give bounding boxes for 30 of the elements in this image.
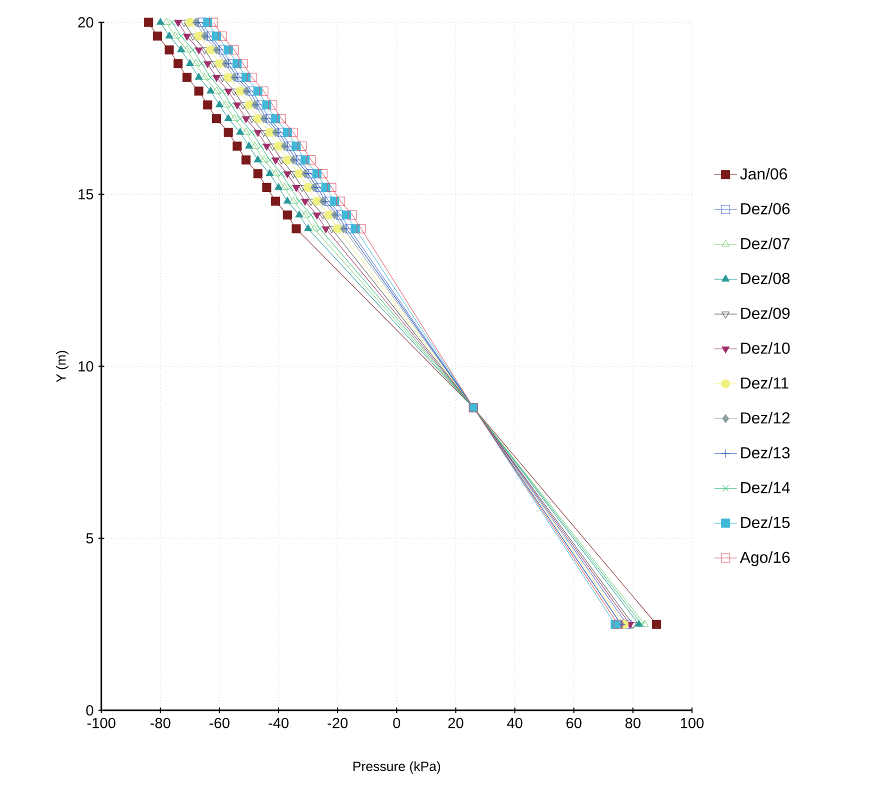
x-tick-label: -80 [150,718,170,728]
legend-label: Dez/13 [741,446,790,458]
x-tick-label: 60 [566,718,582,728]
legend-label: Dez/12 [741,412,790,424]
y-tick-label: 10 [78,361,94,372]
x-tick-label: -20 [328,718,348,728]
legend-label: Dez/15 [741,516,790,528]
legend-label: Dez/08 [741,272,790,284]
legend-label: Dez/06 [741,202,790,214]
x-tick-label: 0 [393,718,400,728]
y-tick-label: 15 [78,189,94,200]
legend-label: Dez/07 [741,238,790,250]
legend-label: Dez/10 [741,342,790,354]
legend-label: Dez/11 [741,377,788,389]
legend-label: Dez/09 [741,307,790,319]
x-tick-label: 80 [625,718,640,728]
x-tick-label: 40 [507,718,522,728]
x-axis-title: Pressure (kPa) [353,761,440,774]
legend-label: Ago/16 [740,551,790,566]
legend-label: Jan/06 [740,168,787,180]
y-axis-title: Y (m) [56,350,68,382]
x-tick-label: 20 [448,718,464,728]
x-tick-label: -60 [210,718,230,728]
y-tick-label: 0 [86,705,94,716]
x-tick-label: -40 [268,718,289,728]
x-tick-label: 100 [680,718,704,728]
legend-label: Dez/14 [741,482,790,494]
x-tick-label: -100 [87,718,116,728]
y-tick-label: 20 [78,17,94,28]
y-tick-label: 5 [86,533,94,544]
